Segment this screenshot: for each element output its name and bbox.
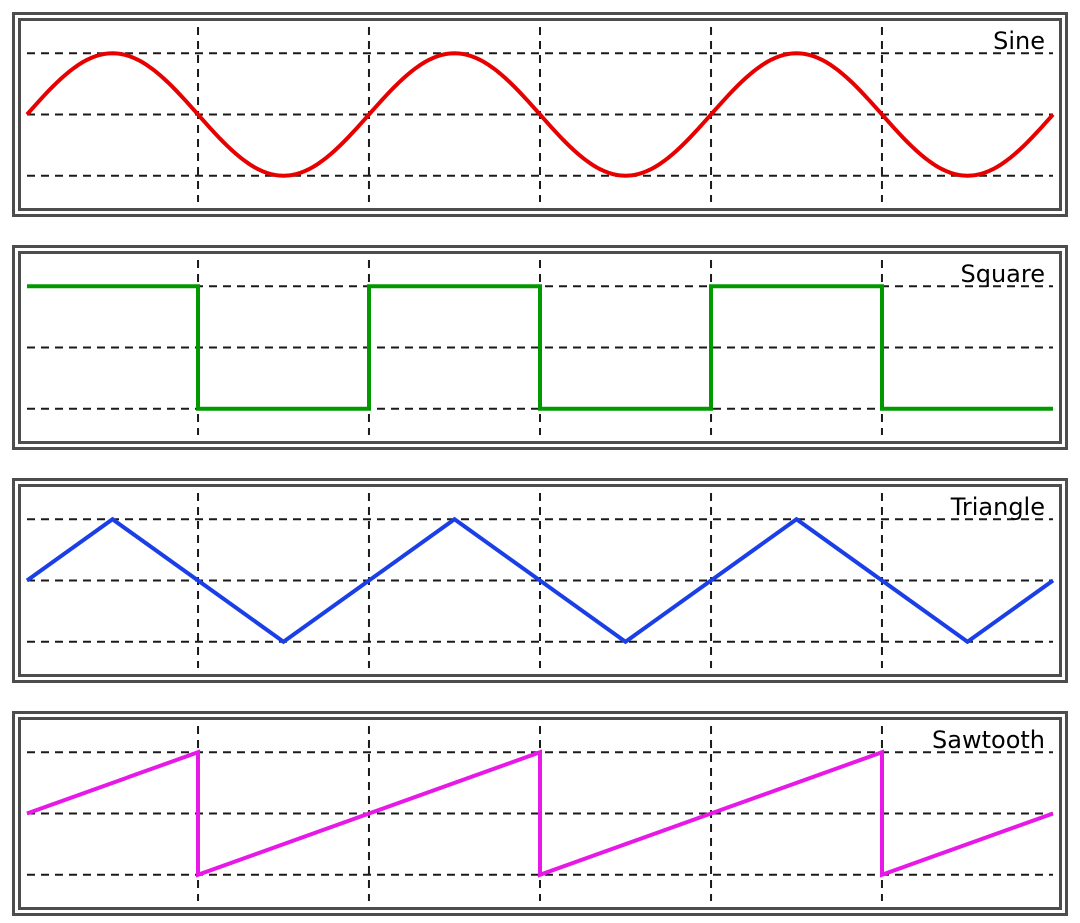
plot-area-triangle bbox=[27, 493, 1053, 668]
panel-square: Square bbox=[12, 245, 1068, 450]
label-triangle: Triangle bbox=[951, 493, 1045, 521]
panel-sine: Sine bbox=[12, 12, 1068, 217]
panel-triangle: Triangle bbox=[12, 478, 1068, 683]
panel-svg-square bbox=[12, 245, 1068, 450]
label-sine: Sine bbox=[993, 27, 1045, 55]
label-sawtooth: Sawtooth bbox=[932, 726, 1045, 754]
panel-sawtooth: Sawtooth bbox=[12, 711, 1068, 916]
plot-area-square bbox=[27, 260, 1053, 435]
waveform-chart-page: Sine Square Triangle Sawtooth bbox=[0, 0, 1080, 923]
panel-svg-sawtooth bbox=[12, 711, 1068, 916]
plot-area-sawtooth bbox=[27, 726, 1053, 901]
label-square: Square bbox=[961, 260, 1046, 288]
panel-svg-sine bbox=[12, 12, 1068, 217]
plot-area-sine bbox=[27, 27, 1053, 202]
panel-svg-triangle bbox=[12, 478, 1068, 683]
